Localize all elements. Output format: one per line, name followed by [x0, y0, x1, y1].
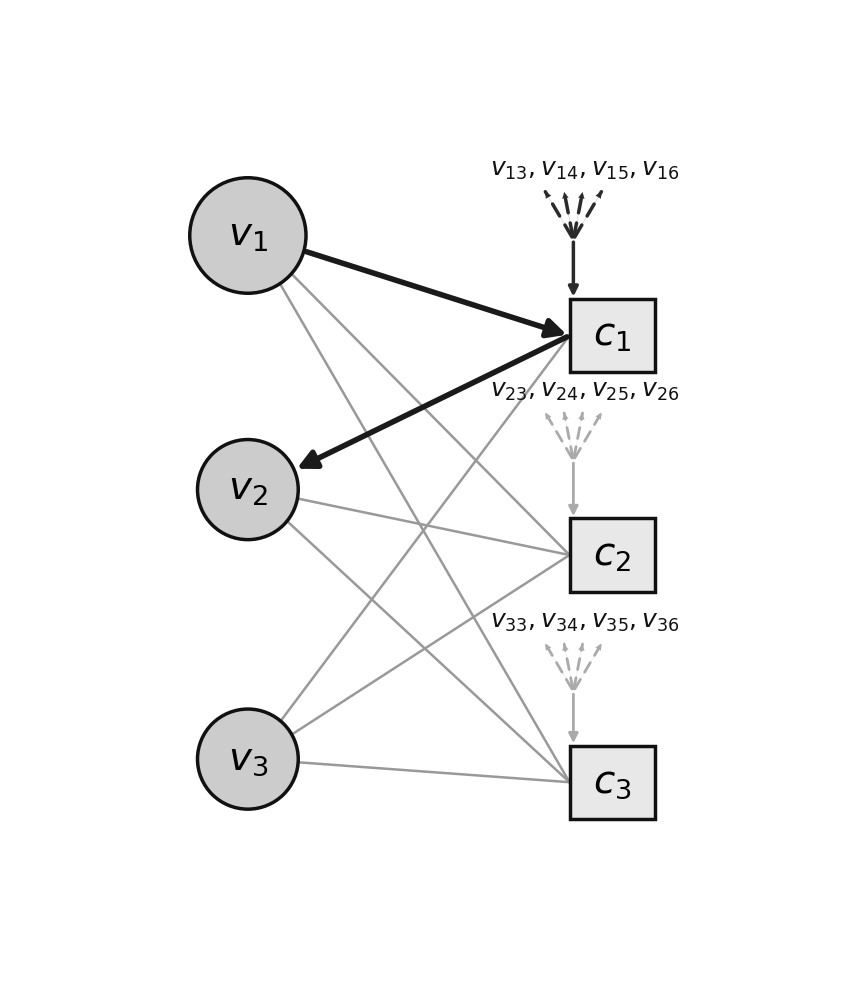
Circle shape — [198, 440, 298, 540]
Text: $v_2$: $v_2$ — [228, 471, 268, 508]
Bar — [570, 518, 655, 592]
Text: $c_3$: $c_3$ — [593, 764, 631, 801]
Text: $v_{33},v_{34},v_{35},v_{36}$: $v_{33},v_{34},v_{35},v_{36}$ — [490, 611, 680, 634]
Text: $v_{13},v_{14},v_{15},v_{16}$: $v_{13},v_{14},v_{15},v_{16}$ — [490, 159, 680, 182]
Text: $c_1$: $c_1$ — [593, 317, 631, 354]
Text: $v_1$: $v_1$ — [228, 217, 268, 254]
Text: $v_{23},v_{24},v_{25},v_{26}$: $v_{23},v_{24},v_{25},v_{26}$ — [490, 380, 680, 403]
Text: $v_3$: $v_3$ — [228, 741, 268, 778]
Text: $c_2$: $c_2$ — [593, 537, 631, 574]
Bar — [570, 746, 655, 819]
Bar — [570, 299, 655, 372]
Circle shape — [198, 709, 298, 809]
Circle shape — [190, 178, 306, 293]
